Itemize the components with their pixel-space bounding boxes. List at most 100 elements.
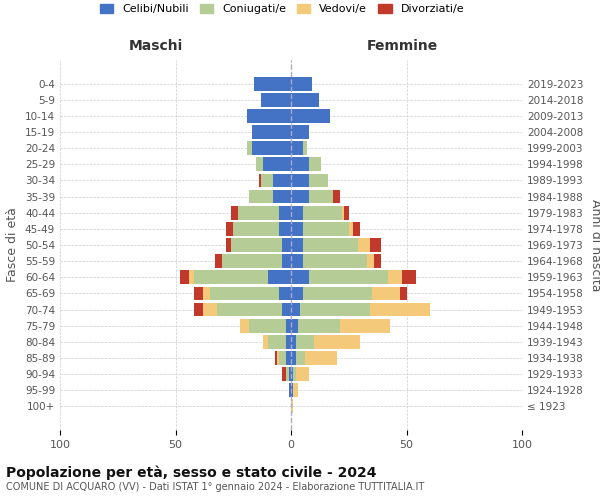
- Bar: [291, 238, 302, 252]
- Bar: [289, 367, 291, 381]
- Bar: [231, 206, 238, 220]
- Bar: [291, 367, 293, 381]
- Bar: [261, 93, 291, 106]
- Bar: [300, 302, 370, 316]
- Bar: [180, 270, 190, 284]
- Bar: [367, 254, 374, 268]
- Bar: [291, 270, 310, 284]
- Bar: [296, 351, 305, 365]
- Legend: Celibi/Nubili, Coniugati/e, Vedovi/e, Divorziati/e: Celibi/Nubili, Coniugati/e, Vedovi/e, Di…: [97, 0, 467, 18]
- Bar: [291, 206, 302, 220]
- Bar: [203, 286, 210, 300]
- Text: Femmine: Femmine: [367, 38, 437, 52]
- Bar: [400, 286, 407, 300]
- Bar: [231, 238, 282, 252]
- Bar: [210, 286, 280, 300]
- Bar: [310, 190, 332, 203]
- Bar: [190, 270, 194, 284]
- Bar: [340, 319, 391, 332]
- Bar: [302, 238, 358, 252]
- Bar: [370, 302, 430, 316]
- Bar: [215, 254, 222, 268]
- Bar: [272, 190, 291, 203]
- Bar: [203, 302, 217, 316]
- Bar: [370, 238, 381, 252]
- Bar: [291, 174, 310, 188]
- Bar: [314, 335, 360, 348]
- Bar: [282, 238, 291, 252]
- Bar: [261, 174, 272, 188]
- Bar: [291, 109, 330, 123]
- Text: Maschi: Maschi: [129, 38, 183, 52]
- Y-axis label: Fasce di età: Fasce di età: [7, 208, 19, 282]
- Bar: [298, 319, 340, 332]
- Bar: [194, 270, 268, 284]
- Bar: [332, 190, 340, 203]
- Bar: [280, 222, 291, 235]
- Bar: [342, 206, 344, 220]
- Bar: [291, 351, 296, 365]
- Bar: [302, 254, 367, 268]
- Bar: [250, 190, 272, 203]
- Bar: [286, 319, 291, 332]
- Bar: [282, 302, 291, 316]
- Bar: [194, 302, 203, 316]
- Bar: [388, 270, 402, 284]
- Bar: [291, 319, 298, 332]
- Bar: [240, 319, 250, 332]
- Bar: [291, 190, 310, 203]
- Bar: [291, 335, 296, 348]
- Bar: [310, 174, 328, 188]
- Bar: [280, 351, 286, 365]
- Bar: [302, 206, 342, 220]
- Bar: [344, 206, 349, 220]
- Bar: [280, 206, 291, 220]
- Bar: [275, 351, 277, 365]
- Text: COMUNE DI ACQUARO (VV) - Dati ISTAT 1° gennaio 2024 - Elaborazione TUTTITALIA.IT: COMUNE DI ACQUARO (VV) - Dati ISTAT 1° g…: [6, 482, 424, 492]
- Bar: [259, 174, 261, 188]
- Bar: [286, 367, 289, 381]
- Bar: [286, 335, 291, 348]
- Bar: [226, 222, 233, 235]
- Bar: [358, 238, 370, 252]
- Bar: [296, 335, 314, 348]
- Bar: [217, 302, 282, 316]
- Bar: [282, 254, 291, 268]
- Bar: [291, 125, 310, 139]
- Bar: [247, 142, 252, 155]
- Bar: [353, 222, 360, 235]
- Bar: [263, 335, 268, 348]
- Bar: [194, 286, 203, 300]
- Bar: [233, 222, 280, 235]
- Bar: [291, 286, 302, 300]
- Bar: [250, 319, 286, 332]
- Bar: [402, 270, 416, 284]
- Bar: [372, 286, 400, 300]
- Bar: [272, 174, 291, 188]
- Bar: [254, 77, 291, 90]
- Bar: [293, 384, 298, 397]
- Bar: [268, 270, 291, 284]
- Bar: [291, 302, 300, 316]
- Bar: [349, 222, 353, 235]
- Bar: [293, 367, 296, 381]
- Bar: [305, 351, 337, 365]
- Bar: [222, 254, 282, 268]
- Bar: [374, 254, 381, 268]
- Y-axis label: Anni di nascita: Anni di nascita: [589, 198, 600, 291]
- Bar: [238, 206, 280, 220]
- Bar: [291, 158, 310, 171]
- Bar: [277, 351, 280, 365]
- Bar: [291, 142, 302, 155]
- Bar: [247, 109, 291, 123]
- Bar: [286, 351, 291, 365]
- Bar: [252, 142, 291, 155]
- Bar: [310, 158, 321, 171]
- Bar: [291, 77, 312, 90]
- Bar: [291, 384, 293, 397]
- Bar: [289, 384, 291, 397]
- Bar: [302, 142, 307, 155]
- Bar: [291, 400, 293, 413]
- Bar: [302, 286, 372, 300]
- Text: Popolazione per età, sesso e stato civile - 2024: Popolazione per età, sesso e stato civil…: [6, 465, 377, 479]
